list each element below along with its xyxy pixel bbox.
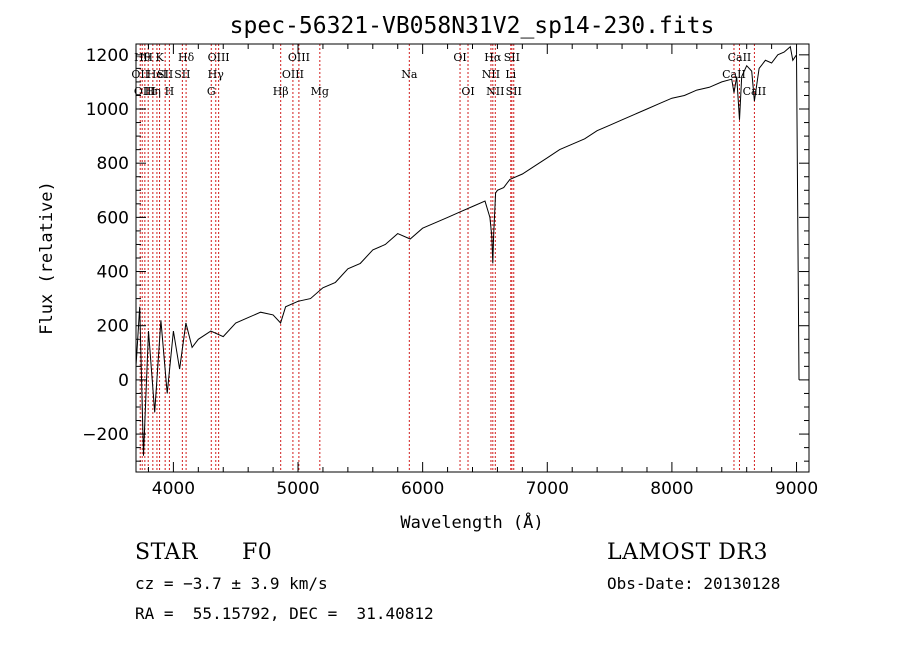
x-tick-label-4000: 4000 bbox=[152, 479, 195, 499]
line-label-27: CaII bbox=[722, 68, 746, 81]
line-label-3: H bbox=[143, 51, 153, 64]
line-label-19: OI bbox=[453, 51, 466, 64]
y-axis-label: Flux (relative) bbox=[37, 181, 57, 335]
line-label-29: CaII bbox=[743, 85, 767, 98]
line-label-6: K bbox=[155, 51, 164, 64]
line-label-25: SII bbox=[504, 51, 520, 64]
line-label-15: OIII bbox=[282, 68, 304, 81]
x-axis-label: Wavelength (Å) bbox=[400, 511, 543, 533]
coordinates: RA = 55.15792, DEC = 31.40812 bbox=[135, 604, 434, 623]
spectral-line-markers bbox=[139, 44, 755, 472]
y-tick-label-400: 400 bbox=[97, 263, 129, 283]
line-label-1: Hθ bbox=[134, 51, 151, 64]
line-label-26: SII bbox=[506, 85, 522, 98]
x-tick-label-9000: 9000 bbox=[775, 479, 818, 499]
line-label-11: G bbox=[207, 85, 216, 98]
spectral-line-labels: OIIHθOIIIHHηHeIKSIIHSIIHδGHγOIIIHβOIIIOI… bbox=[131, 51, 766, 98]
y-tick-label-1200: 1200 bbox=[86, 46, 129, 66]
line-label-8: H bbox=[165, 85, 175, 98]
y-tick-label-800: 800 bbox=[97, 154, 129, 174]
y-tick-label-1000: 1000 bbox=[86, 100, 129, 120]
y-tick-label-600: 600 bbox=[97, 208, 129, 228]
line-label-20: OI bbox=[461, 85, 474, 98]
line-label-13: OIII bbox=[208, 51, 230, 64]
y-tick-label-200: 200 bbox=[97, 317, 129, 337]
line-label-23: NII bbox=[486, 85, 504, 98]
line-label-18: Na bbox=[401, 68, 418, 81]
line-label-21: NII bbox=[482, 68, 500, 81]
x-axis-ticks: 4000 5000 6000 7000 8000 9000 bbox=[147, 44, 818, 499]
line-label-12: Hγ bbox=[208, 68, 225, 81]
redshift-value: cz = −3.7 ± 3.9 km/s bbox=[135, 574, 328, 593]
line-label-22: Hα bbox=[484, 51, 502, 64]
spectrum-line bbox=[135, 45, 800, 456]
x-tick-label-5000: 5000 bbox=[276, 479, 319, 499]
observation-date: Obs-Date: 20130128 bbox=[607, 574, 781, 593]
x-tick-label-7000: 7000 bbox=[526, 479, 569, 499]
line-label-14: Hβ bbox=[273, 85, 289, 98]
line-label-28: CaII bbox=[728, 51, 752, 64]
x-tick-label-6000: 6000 bbox=[401, 479, 444, 499]
y-tick-label--200: −200 bbox=[82, 425, 129, 445]
line-label-5: HeI bbox=[147, 68, 167, 81]
plot-frame bbox=[135, 43, 810, 473]
object-subclass: F0 bbox=[242, 540, 273, 565]
line-label-24: Li bbox=[505, 68, 516, 81]
line-label-2: OIII bbox=[134, 85, 156, 98]
line-label-4: Hη bbox=[145, 85, 161, 98]
chart-title: spec-56321-VB058N31V2_sp14-230.fits bbox=[230, 13, 715, 39]
object-class: STAR bbox=[135, 540, 198, 565]
survey-name: LAMOST DR3 bbox=[607, 540, 768, 565]
line-label-16: OIII bbox=[288, 51, 310, 64]
line-label-17: Mg bbox=[311, 85, 329, 98]
y-tick-label-0: 0 bbox=[118, 371, 129, 391]
line-label-9: SII bbox=[174, 68, 190, 81]
x-tick-label-8000: 8000 bbox=[650, 479, 693, 499]
y-axis-ticks: −200 0 200 400 600 800 1000 1200 bbox=[82, 46, 809, 462]
line-label-10: Hδ bbox=[178, 51, 195, 64]
line-label-7: SII bbox=[157, 68, 173, 81]
